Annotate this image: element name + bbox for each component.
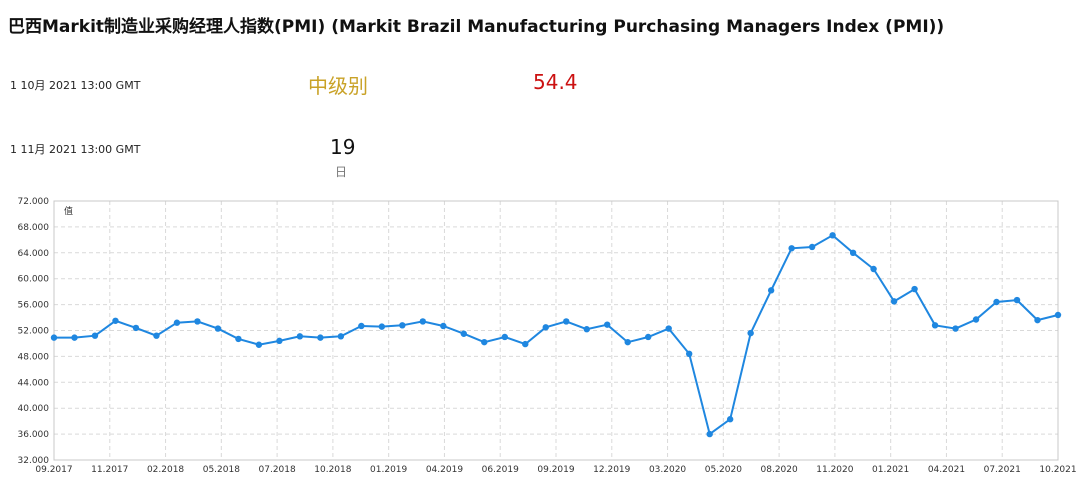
y-tick-label: 64.000 — [18, 249, 50, 259]
data-point[interactable] — [419, 318, 427, 325]
x-tick-label: 01.2019 — [370, 465, 407, 475]
x-tick-label: 07.2021 — [984, 465, 1021, 475]
data-point[interactable] — [337, 333, 345, 340]
x-tick-label: 05.2018 — [203, 465, 240, 475]
data-point[interactable] — [563, 318, 570, 325]
data-point[interactable] — [788, 245, 795, 252]
data-point[interactable] — [849, 249, 857, 256]
x-tick-label: 01.2021 — [872, 465, 909, 475]
data-point[interactable] — [829, 232, 836, 239]
data-point[interactable] — [399, 322, 406, 329]
data-point[interactable] — [235, 335, 242, 343]
data-point[interactable] — [460, 330, 467, 337]
data-point[interactable] — [440, 322, 447, 330]
data-point[interactable] — [132, 324, 140, 332]
x-tick-label: 10.2021 — [1039, 465, 1076, 475]
data-point[interactable] — [911, 285, 918, 293]
data-point[interactable] — [91, 332, 99, 339]
data-point[interactable] — [931, 322, 939, 329]
data-point[interactable] — [624, 338, 631, 346]
data-point[interactable] — [50, 334, 58, 341]
data-point[interactable] — [481, 338, 488, 346]
data-point[interactable] — [604, 321, 611, 328]
data-point[interactable] — [645, 333, 652, 341]
y-tick-label: 56.000 — [18, 301, 50, 311]
data-point[interactable] — [255, 341, 263, 348]
data-point[interactable] — [1013, 296, 1021, 304]
actual-value: 54.4 — [533, 70, 578, 94]
x-tick-label: 04.2021 — [928, 465, 965, 475]
x-tick-label: 08.2020 — [761, 465, 798, 475]
data-point[interactable] — [542, 324, 549, 331]
data-point[interactable] — [296, 333, 304, 340]
x-axis-ticks: 09.2017 11.2017 02.2018 05.2018 07.2018 10.20… — [35, 465, 1076, 475]
data-point[interactable] — [890, 298, 898, 305]
x-tick-label: 02.2018 — [147, 465, 184, 475]
next-release-date: 1 11月 2021 13:00 GMT — [10, 143, 141, 156]
data-point[interactable] — [276, 337, 283, 345]
y-tick-label: 44.000 — [18, 378, 50, 388]
pmi-line-chart: 72.000 68.000 64.000 60.000 56.000 52.000 48.0… — [18, 197, 1077, 475]
countdown-value: 19 — [330, 135, 356, 159]
data-point[interactable] — [747, 329, 754, 337]
data-point[interactable] — [173, 319, 181, 326]
release-date: 1 10月 2021 13:00 GMT — [10, 79, 141, 92]
data-point[interactable] — [685, 350, 693, 358]
data-point[interactable] — [1034, 316, 1041, 324]
y-tick-label: 40.000 — [18, 404, 50, 414]
y-tick-label: 36.000 — [18, 430, 50, 440]
x-tick-label: 04.2019 — [426, 465, 463, 475]
series-points — [50, 232, 1062, 438]
y-axis-ticks: 72.000 68.000 64.000 60.000 56.000 52.000 48.0… — [18, 197, 50, 466]
x-tick-label: 12.2019 — [593, 465, 630, 475]
y-tick-label: 32.000 — [18, 456, 50, 466]
data-point[interactable] — [153, 332, 160, 339]
importance-label: 中级别 — [308, 74, 368, 98]
page-title: 巴西Markit制造业采购经理人指数(PMI) (Markit Brazil M… — [8, 17, 945, 37]
y-tick-label: 72.000 — [18, 197, 50, 207]
data-point[interactable] — [808, 243, 816, 251]
y-tick-label: 68.000 — [18, 223, 50, 233]
y-tick-label: 60.000 — [18, 275, 50, 285]
data-point[interactable] — [214, 325, 222, 332]
data-point[interactable] — [501, 333, 508, 341]
data-point[interactable] — [583, 326, 590, 333]
x-tick-label: 10.2018 — [314, 465, 351, 475]
data-point[interactable] — [378, 323, 386, 330]
data-point[interactable] — [522, 340, 529, 348]
x-tick-label: 03.2020 — [649, 465, 686, 475]
x-tick-label: 06.2019 — [482, 465, 519, 475]
data-point[interactable] — [112, 317, 119, 324]
x-tick-label: 11.2017 — [91, 465, 128, 475]
data-point[interactable] — [358, 322, 365, 330]
data-point[interactable] — [972, 316, 980, 323]
y-axis-label: 值 — [64, 205, 73, 217]
data-point[interactable] — [317, 334, 324, 341]
data-point[interactable] — [726, 416, 734, 423]
data-point[interactable] — [870, 265, 877, 273]
data-point[interactable] — [665, 325, 672, 332]
data-point[interactable] — [706, 430, 713, 438]
data-point[interactable] — [1054, 311, 1062, 319]
y-tick-label: 48.000 — [18, 352, 50, 362]
plot-frame — [53, 200, 1059, 461]
data-point[interactable] — [71, 334, 78, 341]
chart-grid — [53, 200, 1059, 461]
x-tick-label: 05.2020 — [705, 465, 742, 475]
series-line — [54, 234, 1059, 436]
x-tick-label: 07.2018 — [259, 465, 296, 475]
x-tick-label: 09.2019 — [537, 465, 574, 475]
data-point[interactable] — [767, 287, 775, 294]
data-point[interactable] — [952, 325, 959, 332]
x-tick-label: 11.2020 — [816, 465, 853, 475]
x-tick-label: 09.2017 — [35, 465, 72, 475]
data-point[interactable] — [993, 298, 1000, 306]
countdown-unit: 日 — [335, 165, 348, 179]
data-point[interactable] — [194, 318, 201, 325]
y-tick-label: 52.000 — [18, 327, 50, 337]
